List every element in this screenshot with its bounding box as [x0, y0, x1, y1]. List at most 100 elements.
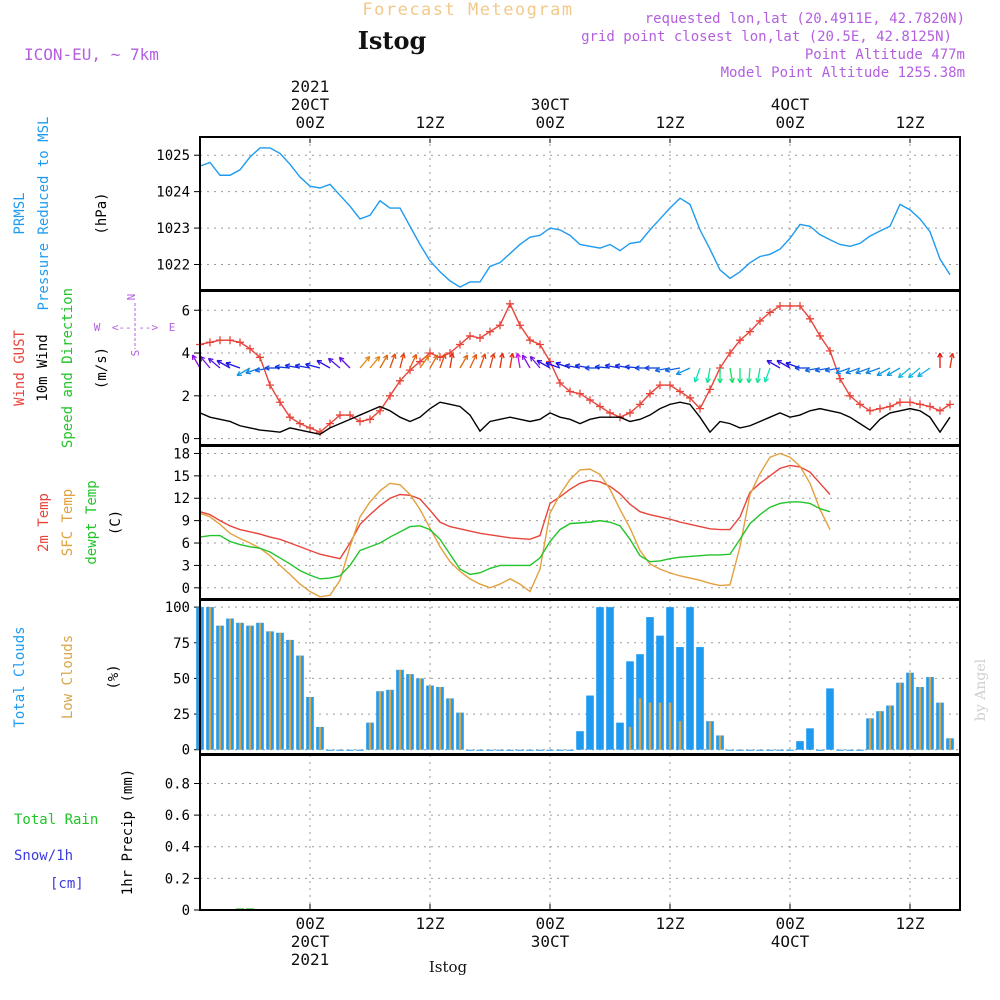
- y-tick-label: 6: [182, 536, 190, 552]
- bar-total-clouds: [646, 617, 654, 750]
- wind-arrow-head: [654, 367, 661, 373]
- wind-arrow: [876, 367, 891, 377]
- bar-low-clouds: [658, 702, 662, 750]
- bar-low-clouds: [948, 738, 952, 750]
- gust-marker: [426, 349, 434, 358]
- bar-low-clouds: [368, 722, 372, 750]
- bar-total-clouds: [806, 728, 814, 750]
- bar-low-clouds: [628, 726, 632, 750]
- wind-arrow: [499, 352, 505, 369]
- bar-low-clouds: [288, 639, 292, 750]
- wind-arrow-head: [499, 352, 505, 359]
- gust-marker: [746, 327, 754, 336]
- wind-arrow-head: [207, 357, 214, 364]
- y-tick-label: 1025: [156, 148, 190, 164]
- y-tick-label: 0: [182, 743, 190, 759]
- wind-arrow-head: [316, 359, 323, 366]
- wind-arrow: [705, 367, 711, 384]
- time-label: 00Z: [296, 113, 325, 132]
- wind-arrow-head: [705, 377, 711, 384]
- wind-arrow-head: [400, 353, 406, 359]
- bar-low-clouds: [668, 702, 672, 750]
- gust-marker: [516, 321, 524, 330]
- bar-total-clouds: [746, 749, 754, 751]
- wind-arrow: [294, 363, 311, 369]
- bar-total-clouds: [836, 749, 844, 751]
- wind-arrow: [469, 353, 478, 369]
- wind-arrow-head: [835, 369, 841, 375]
- gust-marker: [626, 408, 634, 417]
- wind-arrow-shaft: [776, 359, 791, 369]
- time-label: 12Z: [416, 113, 445, 132]
- wind-arrow-shaft: [479, 353, 486, 369]
- wind-arrow-head: [441, 353, 447, 359]
- series-label: PRMSL: [12, 192, 28, 234]
- wind-arrow-shaft: [764, 367, 771, 383]
- wind-arrow-shaft: [766, 359, 781, 369]
- wind-arrow-head: [729, 377, 735, 384]
- bar-low-clouds: [718, 735, 722, 750]
- wind-arrow-head: [693, 377, 699, 383]
- requested-coordinates: requested lon,lat (20.4911E, 42.7820N): [645, 11, 965, 27]
- wind-arrow-head: [804, 367, 811, 373]
- time-label: 12Z: [896, 113, 925, 132]
- gust-marker: [326, 419, 334, 428]
- wind-arrow-head: [536, 359, 543, 366]
- wind-arrow-shaft: [748, 367, 751, 383]
- bar-total-clouds: [506, 749, 514, 751]
- bar-total-clouds: [586, 695, 594, 750]
- wind-arrow: [207, 357, 221, 369]
- wind-arrow-shaft: [949, 353, 954, 369]
- gust-marker: [926, 402, 934, 411]
- wind-arrow-head: [305, 362, 311, 368]
- gust-marker: [376, 406, 384, 415]
- wind-arrow-head: [794, 365, 800, 371]
- gust-marker: [766, 308, 774, 317]
- bar-total-clouds: [346, 749, 354, 751]
- wind-arrow-head: [746, 378, 752, 384]
- time-label: 20CT: [291, 95, 330, 114]
- wind-arrow: [917, 367, 931, 378]
- wind-arrow: [545, 361, 561, 369]
- wind-arrow: [824, 367, 841, 373]
- wind-arrow-shaft: [199, 356, 211, 369]
- bar-low-clouds: [308, 696, 312, 750]
- wind-arrow: [886, 367, 901, 377]
- gust-marker: [466, 331, 474, 340]
- y-tick-label: 0.4: [165, 840, 190, 856]
- gust-marker: [886, 402, 894, 411]
- bar-low-clouds: [238, 622, 242, 750]
- wind-arrow: [439, 353, 447, 369]
- wind-arrow-shaft: [295, 364, 311, 369]
- bar-total-clouds: [686, 607, 694, 750]
- wind-arrow-head: [545, 361, 551, 367]
- wind-arrow-head: [897, 372, 904, 379]
- bar-low-clouds: [888, 705, 892, 750]
- wind-arrow-shaft: [516, 353, 521, 369]
- gust-marker: [496, 321, 504, 330]
- wind-arrow-head: [865, 369, 871, 375]
- wind-arrow-head: [338, 356, 345, 363]
- bar-total-clouds: [596, 607, 604, 750]
- time-label: 00Z: [536, 914, 565, 933]
- wind-arrow-shaft: [521, 354, 531, 369]
- gust-marker: [946, 400, 954, 409]
- wind-arrow: [907, 367, 921, 379]
- panel-frame: [199, 754, 961, 911]
- bar-total-clouds: [726, 749, 734, 751]
- y-tick-label: 2: [182, 389, 190, 405]
- wind-arrow-head: [236, 370, 243, 377]
- bar-low-clouds: [638, 698, 642, 750]
- wind-arrow: [746, 367, 752, 384]
- wind-arrow-shaft: [429, 354, 439, 369]
- panel-precip: 0 0.2 0.4 0.6 0.8 Total Rain Snow/1h [cm] 1hr Pr…: [14, 754, 961, 919]
- bar-low-clouds: [258, 622, 262, 750]
- wind-arrow-shaft: [665, 367, 681, 372]
- wind-arrow-shaft: [305, 363, 321, 369]
- wind-arrow-head: [755, 377, 761, 384]
- bar-low-clouds: [898, 682, 902, 750]
- wind-arrow-head: [274, 364, 280, 370]
- gust-marker: [666, 381, 674, 390]
- bar-low-clouds: [268, 631, 272, 750]
